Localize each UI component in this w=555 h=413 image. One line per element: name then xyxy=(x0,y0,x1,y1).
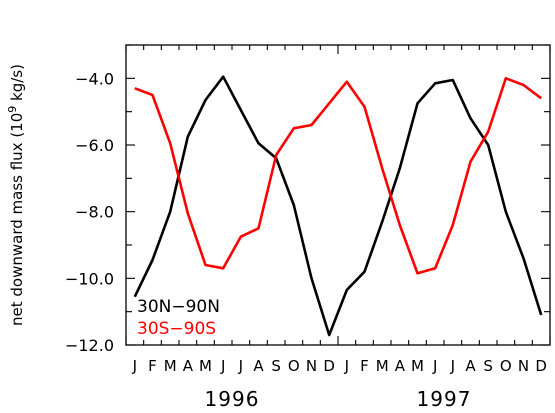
month-label: N xyxy=(306,357,317,375)
y-axis-title-main: net downward mass flux (10 xyxy=(8,113,26,326)
month-label: O xyxy=(500,357,512,375)
month-label: D xyxy=(323,357,335,375)
month-label: A xyxy=(183,357,194,375)
x-year-labels: 1996 1997 xyxy=(205,387,472,411)
y-tick-label: −12.0 xyxy=(65,336,114,355)
month-label: O xyxy=(288,357,300,375)
month-label: J xyxy=(238,357,243,375)
series-line-1 xyxy=(134,77,542,275)
y-tick-label: −6.0 xyxy=(75,136,114,155)
month-label: J xyxy=(132,357,137,375)
month-label: A xyxy=(465,357,476,375)
month-label: D xyxy=(535,357,547,375)
y-axis-title: net downward mass flux (109 kg/s) xyxy=(6,64,26,326)
month-label: N xyxy=(518,357,529,375)
month-label: J xyxy=(220,357,225,375)
legend-entry-30n-90n: 30N−90N xyxy=(137,297,220,317)
month-label: M xyxy=(164,357,177,375)
month-label: M xyxy=(376,357,389,375)
y-tick-label: −8.0 xyxy=(75,203,114,222)
tick-marks xyxy=(125,44,551,346)
series-line-0 xyxy=(133,75,543,337)
month-label: J xyxy=(450,357,455,375)
series-lines xyxy=(133,75,543,337)
y-axis-title-unit: kg/s) xyxy=(8,64,26,106)
month-label: F xyxy=(148,357,157,375)
month-label: A xyxy=(253,357,264,375)
month-label: A xyxy=(395,357,406,375)
month-label: F xyxy=(360,357,369,375)
month-label: J xyxy=(344,357,349,375)
month-label: M xyxy=(411,357,424,375)
year-label: 1996 xyxy=(205,387,260,411)
month-label: J xyxy=(432,357,437,375)
y-tick-labels: −4.0 −6.0 −8.0 −10.0 −12.0 xyxy=(65,69,114,355)
month-label: S xyxy=(483,357,493,375)
y-tick-label: −10.0 xyxy=(65,269,114,288)
month-label: S xyxy=(271,357,281,375)
legend-entry-30s-90s: 30S−90S xyxy=(137,319,216,339)
y-axis-title-exponent: 9 xyxy=(6,106,19,113)
year-label: 1997 xyxy=(417,387,472,411)
month-label: M xyxy=(199,357,212,375)
y-tick-label: −4.0 xyxy=(75,69,114,88)
